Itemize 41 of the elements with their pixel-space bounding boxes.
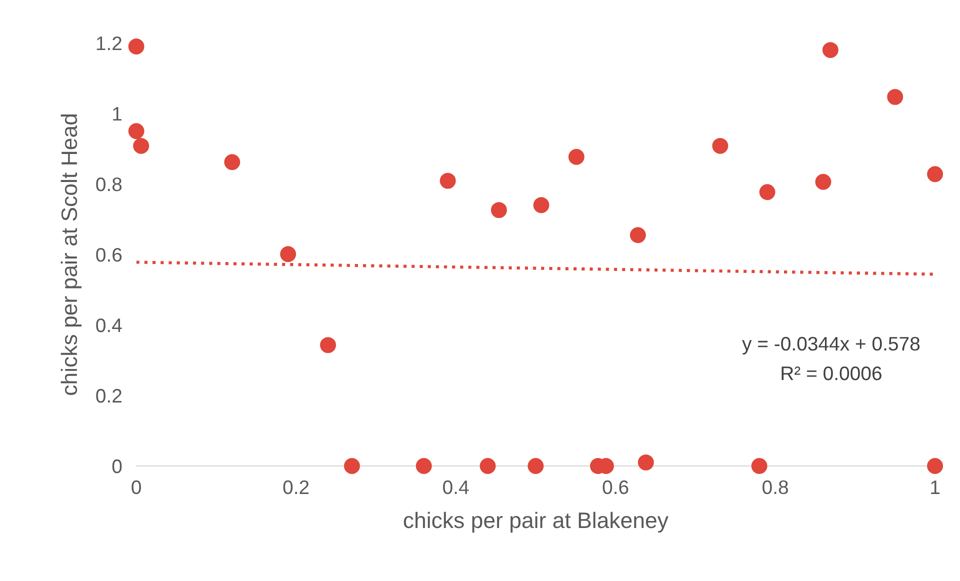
y-tick-label: 0: [112, 459, 122, 474]
point: [344, 458, 360, 474]
point: [490, 202, 507, 218]
point: [822, 42, 838, 58]
y-axis-title: chicks per pair at Scolt Head: [60, 114, 82, 395]
x-tick-label: 0.8: [762, 480, 788, 494]
annotation: y = -0.0344x + 0.578: [742, 336, 920, 354]
point: [133, 138, 150, 154]
point: [128, 123, 144, 140]
point: [568, 148, 584, 165]
point: [280, 246, 296, 262]
y-tick-label: 0.6: [96, 248, 122, 262]
point: [528, 458, 544, 474]
y-tick-label: 1.2: [96, 36, 122, 50]
point: [927, 458, 944, 474]
x-tick-label: 0.4: [443, 480, 469, 494]
point: [630, 227, 646, 244]
x-tick-label: 1: [931, 480, 940, 494]
point: [712, 138, 728, 154]
y-tick-label: 0.8: [96, 177, 122, 192]
point: [927, 166, 944, 182]
point: [320, 337, 336, 354]
y-tick-label: 0.4: [96, 318, 122, 332]
point: [751, 458, 768, 474]
y-tick-label: 1: [113, 107, 122, 121]
point: [533, 197, 550, 214]
y-tick-label: 0.2: [96, 388, 122, 403]
point: [815, 174, 832, 190]
x-tick-label: 0: [132, 480, 141, 494]
annotation: R² = 0.0006: [782, 366, 882, 380]
x-tick-label: 0.2: [283, 480, 309, 494]
x-tick-label: 0.6: [602, 480, 628, 494]
x-axis-title: chicks per pair at Blakeney: [404, 512, 668, 533]
point: [638, 454, 654, 470]
point: [759, 184, 776, 200]
point: [224, 154, 240, 170]
point: [480, 458, 496, 474]
point: [128, 38, 144, 54]
point: [416, 458, 432, 474]
point: [887, 88, 904, 105]
point: [440, 172, 456, 189]
